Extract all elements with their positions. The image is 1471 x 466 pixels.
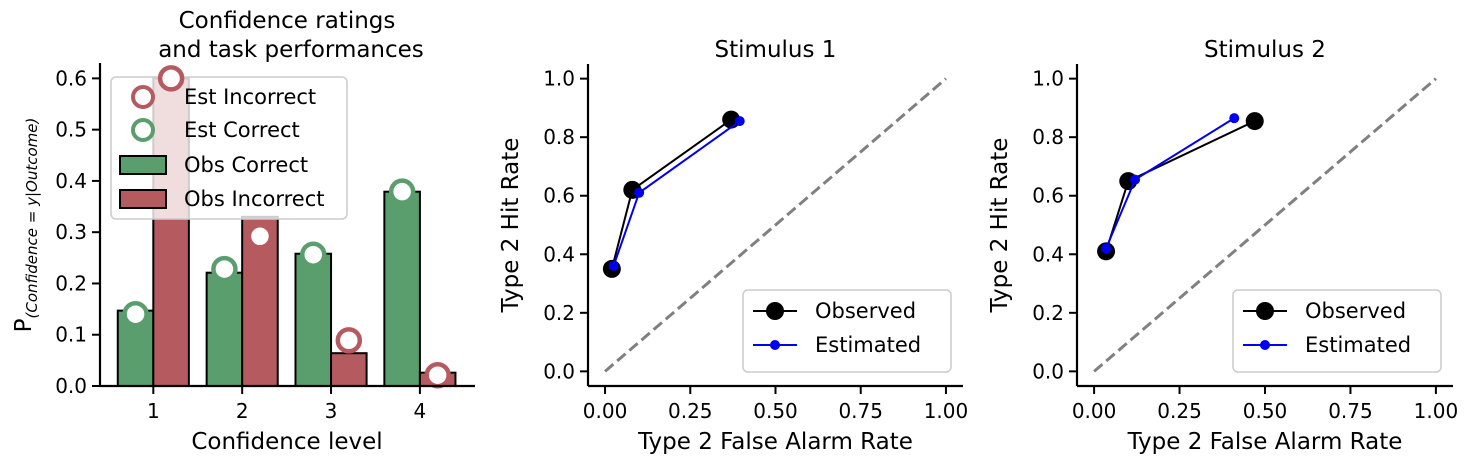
marker-est-incorrect: [424, 361, 451, 389]
marker-est-incorrect: [335, 327, 363, 354]
y-tick-label: 0.6: [543, 184, 575, 208]
legend-label: Obs Incorrect: [184, 187, 325, 211]
legend-label: Observed: [1305, 299, 1406, 323]
y-tick-label: 0.4: [55, 169, 87, 193]
y-tick-label: 0.1: [55, 323, 87, 347]
panel-stimulus-1: 0.0 0.2 0.4 0.6 0.8 1.0 0.00 0.25 0.50 0.75 1.00 Ob…: [498, 37, 968, 455]
bar-obs-incorrect: [330, 352, 368, 387]
y-tick-label: 0.5: [55, 118, 87, 142]
chart-title: Stimulus 2: [1204, 37, 1326, 63]
y-tick-label: 0.0: [55, 374, 87, 398]
y-tick-label: 0.0: [543, 359, 575, 383]
x-tick-label: 0.50: [753, 399, 798, 423]
point-estimated: [634, 187, 645, 198]
y-tick-label: 0.6: [55, 66, 87, 90]
y-axis-label: P(Confidence = y|Outcome): [11, 118, 41, 333]
point-estimated: [1229, 113, 1240, 124]
x-tick-label: 0.75: [1328, 399, 1373, 423]
x-tick-label: 0.50: [1243, 399, 1288, 423]
y-tick-label: 0.3: [55, 220, 87, 244]
legend: Observed Estimated: [1232, 289, 1442, 373]
legend-label: Estimated: [815, 333, 921, 357]
legend-label: Observed: [815, 299, 916, 323]
x-tick-label: 1.00: [1414, 399, 1459, 423]
legend: Observed Estimated: [742, 289, 952, 373]
x-axis-label: Type 2 False Alarm Rate: [637, 429, 913, 455]
legend-marker-estimated: [1260, 340, 1270, 350]
y-tick-label: 1.0: [543, 67, 575, 91]
legend-marker-est-incorrect: [131, 85, 155, 109]
y-tick-label: 0.0: [1032, 359, 1064, 383]
x-axis-label: Confidence level: [191, 429, 382, 455]
marker-est-incorrect: [246, 223, 274, 250]
y-tick-label: 1.0: [1032, 67, 1064, 91]
x-axis-label: Type 2 False Alarm Rate: [1127, 429, 1403, 455]
x-tick-label: 2: [236, 399, 249, 423]
x-tick-label: 3: [325, 399, 338, 423]
chance-diagonal: [1093, 77, 1437, 373]
y-tick-label: 0.2: [55, 271, 87, 295]
legend-marker-observed: [766, 302, 784, 320]
marker-est-correct: [300, 241, 327, 268]
y-tick-label: 0.6: [1032, 184, 1064, 208]
legend-label: Obs Correct: [184, 153, 308, 177]
legend-label: Est Incorrect: [184, 85, 316, 109]
chart-title-line-1: Confidence ratings: [179, 8, 396, 34]
panel-confidence-ratings: Est Incorrect Est Correct Obs Correct Obs I…: [11, 8, 475, 455]
y-axis-label: Type 2 Hit Rate: [987, 138, 1013, 314]
legend-marker-est-correct: [131, 118, 155, 142]
y-tick-label: 0.2: [543, 301, 575, 325]
point-estimated: [1130, 174, 1141, 185]
bar-obs-correct: [205, 271, 244, 388]
marker-est-incorrect: [157, 65, 185, 92]
x-tick-label: 1.00: [924, 399, 969, 423]
x-tick-label: 4: [414, 399, 427, 423]
legend-patch-obs-correct: [119, 155, 167, 175]
y-axis-label-main: P: [11, 318, 37, 332]
y-tick-label: 0.4: [543, 242, 575, 266]
point-observed: [1245, 112, 1264, 131]
marker-est-correct: [388, 178, 416, 205]
legend: Est Incorrect Est Correct Obs Correct Obs I…: [110, 76, 348, 220]
legend-marker-estimated: [770, 340, 780, 350]
x-tick-label: 1: [147, 399, 160, 423]
bar-obs-correct: [383, 190, 421, 387]
panel-stimulus-2: 0.0 0.2 0.4 0.6 0.8 1.0 0.00 0.25 0.50 0.75 1.00 Ob…: [987, 37, 1458, 455]
point-estimated: [734, 116, 745, 127]
y-axis-label-sub: (Confidence = y|Outcome): [23, 118, 41, 319]
y-tick-label: 0.4: [1032, 242, 1064, 266]
chance-diagonal: [604, 77, 947, 373]
y-tick-label: 0.8: [1032, 125, 1064, 149]
x-tick-label: 0.75: [838, 399, 883, 423]
y-tick-label: 0.8: [543, 125, 575, 149]
legend-marker-observed: [1256, 302, 1274, 320]
marker-est-correct: [122, 300, 149, 328]
point-estimated: [1101, 243, 1112, 254]
x-tick-label: 0.00: [1072, 399, 1117, 423]
chart-title-line-2: and task performances: [158, 37, 424, 63]
point-estimated: [608, 260, 619, 271]
legend-label: Estimated: [1305, 333, 1411, 357]
x-tick-label: 0.00: [583, 399, 628, 423]
y-axis-label: Type 2 Hit Rate: [498, 138, 524, 314]
legend-label: Est Correct: [184, 118, 300, 142]
x-tick-label: 0.25: [668, 399, 713, 423]
legend-frame: [110, 76, 348, 220]
bar-obs-correct: [294, 252, 333, 387]
y-tick-label: 0.2: [1032, 301, 1064, 325]
chart-title: Stimulus 1: [715, 37, 837, 63]
legend-patch-obs-incorrect: [119, 189, 167, 209]
marker-est-correct: [211, 255, 238, 283]
x-tick-label: 0.25: [1157, 399, 1202, 423]
